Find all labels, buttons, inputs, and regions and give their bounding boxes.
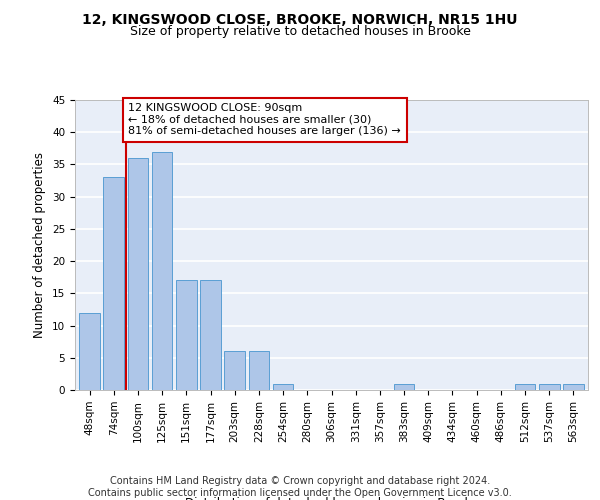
- Bar: [79, 312, 100, 390]
- Text: 12, KINGSWOOD CLOSE, BROOKE, NORWICH, NR15 1HU: 12, KINGSWOOD CLOSE, BROOKE, NORWICH, NR…: [82, 12, 518, 26]
- Text: Contains HM Land Registry data © Crown copyright and database right 2024.
Contai: Contains HM Land Registry data © Crown c…: [88, 476, 512, 498]
- Text: Size of property relative to detached houses in Brooke: Size of property relative to detached ho…: [130, 25, 470, 38]
- Bar: [515, 384, 535, 390]
- Text: 12 KINGSWOOD CLOSE: 90sqm
← 18% of detached houses are smaller (30)
81% of semi-: 12 KINGSWOOD CLOSE: 90sqm ← 18% of detac…: [128, 103, 401, 136]
- Bar: [394, 384, 415, 390]
- Bar: [152, 152, 172, 390]
- Bar: [176, 280, 197, 390]
- X-axis label: Distribution of detached houses by size in Brooke: Distribution of detached houses by size …: [185, 498, 478, 500]
- Bar: [128, 158, 148, 390]
- Bar: [539, 384, 560, 390]
- Bar: [224, 352, 245, 390]
- Y-axis label: Number of detached properties: Number of detached properties: [34, 152, 46, 338]
- Bar: [273, 384, 293, 390]
- Bar: [248, 352, 269, 390]
- Bar: [103, 178, 124, 390]
- Bar: [200, 280, 221, 390]
- Bar: [563, 384, 584, 390]
